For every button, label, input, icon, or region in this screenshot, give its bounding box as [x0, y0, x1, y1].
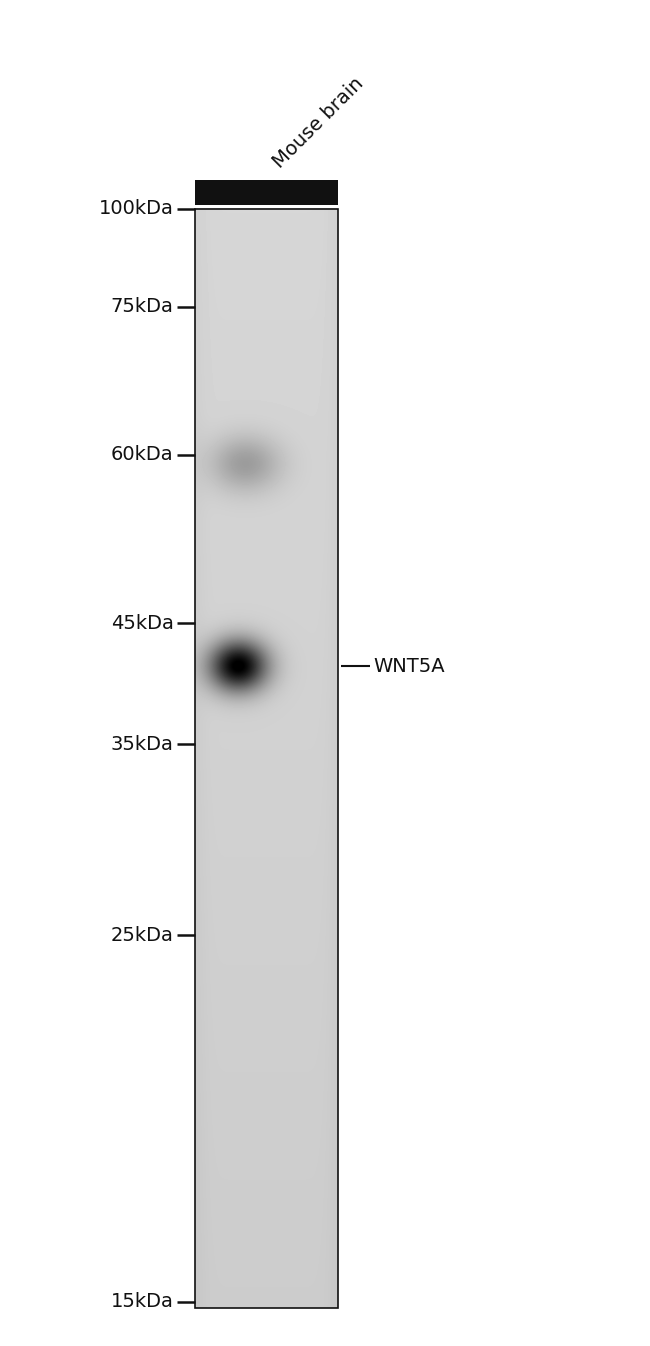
Text: 45kDa: 45kDa: [111, 614, 174, 633]
Bar: [195, 180, 338, 205]
Text: 15kDa: 15kDa: [111, 1292, 174, 1311]
Text: 75kDa: 75kDa: [111, 297, 174, 316]
Text: 100kDa: 100kDa: [99, 199, 174, 218]
Text: 35kDa: 35kDa: [111, 735, 174, 754]
Text: 60kDa: 60kDa: [111, 446, 174, 464]
Text: Mouse brain: Mouse brain: [269, 74, 367, 172]
Text: 25kDa: 25kDa: [111, 926, 174, 945]
Text: WNT5A: WNT5A: [374, 657, 445, 676]
Bar: [195, 209, 338, 1308]
